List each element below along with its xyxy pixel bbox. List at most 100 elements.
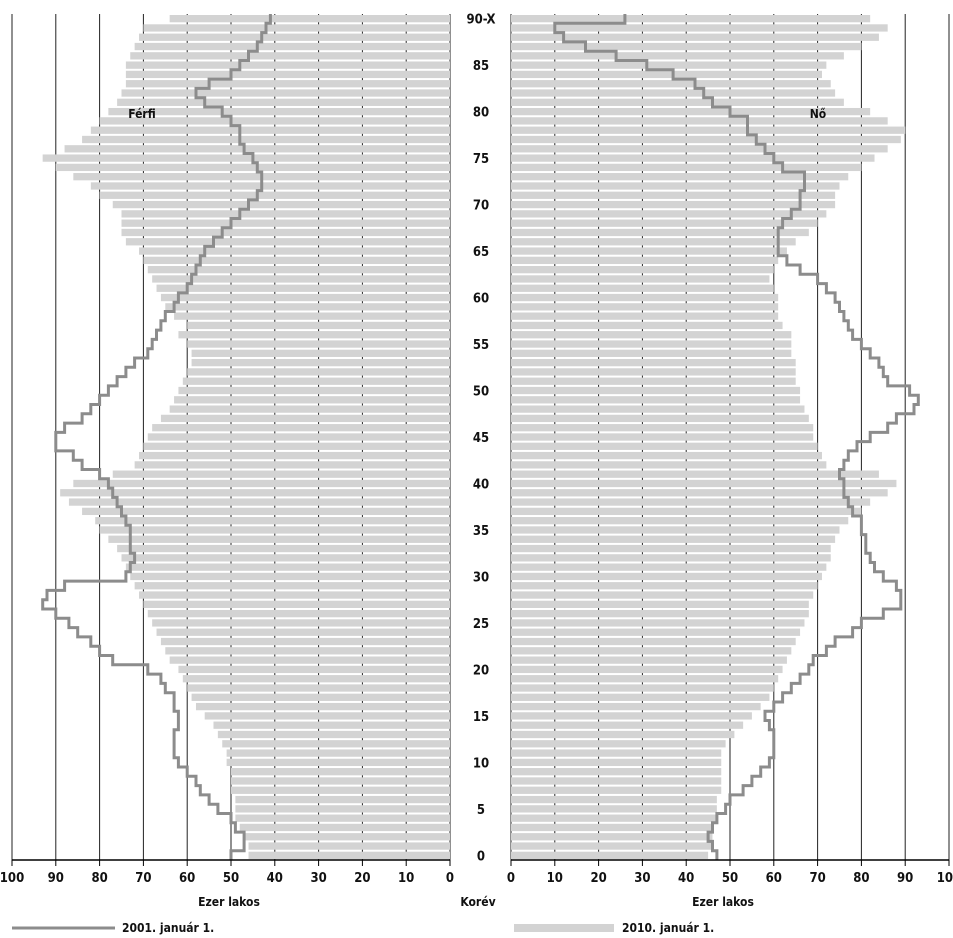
- female-x-tick-label: 50: [722, 871, 738, 886]
- female-x-tick-label: 40: [678, 871, 694, 886]
- age-tick-label: 55: [473, 338, 489, 353]
- male-bar-2010: [117, 98, 451, 106]
- female-bar-2010: [511, 656, 787, 664]
- male-bar-2010: [90, 126, 450, 134]
- male-bar-2010: [160, 637, 451, 646]
- male-bar-2010: [55, 163, 451, 172]
- male-bar-2010: [68, 498, 450, 506]
- legend-label-2001: 2001. január 1.: [122, 921, 214, 935]
- female-x-tick-label: 30: [634, 871, 650, 886]
- age-tick-labels: 0 5 10 15 20 25 30 35 40 45 50 55 60 65 70 75 80 85 90-X: [466, 13, 495, 865]
- male-x-tick-label: 40: [267, 871, 283, 886]
- female-bar-2010: [511, 609, 809, 618]
- female-bar-2010: [511, 386, 801, 395]
- female-bar-2010: [511, 814, 717, 822]
- male-bar-2010: [99, 526, 450, 534]
- male-bar-2010: [187, 368, 450, 376]
- female-bar-2010: [511, 451, 822, 460]
- male-bar-2010: [169, 656, 450, 664]
- female-bar-2010: [511, 777, 722, 785]
- female-bar-2010: [511, 358, 796, 367]
- female-bar-2010: [511, 768, 722, 776]
- male-bar-2010: [178, 331, 450, 339]
- female-x-tick-label: 90: [897, 871, 913, 886]
- female-bar-2010: [511, 805, 717, 813]
- male-bar-2010: [152, 619, 450, 627]
- female-bar-2010: [511, 517, 849, 525]
- female-bar-2010: [511, 275, 770, 283]
- female-bar-2010: [511, 470, 879, 478]
- female-bar-2010: [511, 795, 717, 804]
- bars-2010: [42, 15, 906, 859]
- age-tick-label: 80: [473, 106, 489, 121]
- male-bar-2010: [165, 303, 451, 311]
- male-bar-2010: [139, 247, 450, 255]
- male-bar-2010: [169, 15, 450, 23]
- female-bar-2010: [511, 758, 722, 767]
- male-bar-2010: [134, 461, 450, 469]
- female-bar-2010: [511, 712, 752, 720]
- age-axis-title: Korév: [460, 895, 495, 909]
- female-bar-2010: [511, 414, 809, 423]
- female-panel-label: Nő: [810, 107, 826, 121]
- female-bar-2010: [511, 591, 814, 599]
- female-bar-2010: [511, 42, 862, 51]
- male-bar-2010: [182, 377, 450, 385]
- female-bar-2010: [511, 507, 862, 516]
- male-bar-2010: [121, 210, 450, 218]
- male-bar-2010: [174, 312, 450, 320]
- male-bar-2010: [143, 600, 450, 608]
- male-bar-2010: [160, 293, 451, 302]
- female-bar-2010: [511, 303, 779, 311]
- female-bar-2010: [511, 842, 713, 850]
- female-bar-2010: [511, 721, 744, 729]
- male-bar-2010: [130, 52, 450, 60]
- age-tick-label: 35: [473, 524, 489, 539]
- male-bar-2010: [156, 284, 451, 292]
- male-x-tick-label: 60: [179, 871, 195, 886]
- female-bar-2010: [511, 154, 875, 162]
- female-bar-2010: [511, 331, 792, 339]
- male-bar-2010: [108, 535, 451, 543]
- female-bar-2010: [511, 15, 871, 23]
- female-x-tick-label: 20: [590, 871, 606, 886]
- male-bar-2010: [121, 228, 450, 237]
- male-x-tick-label: 50: [223, 871, 239, 886]
- male-bar-2010: [226, 749, 450, 757]
- female-bar-2010: [511, 219, 818, 227]
- female-bar-2010: [511, 321, 783, 330]
- female-bar-2010: [511, 424, 814, 432]
- female-bar-2010: [511, 247, 787, 255]
- male-x-tick-label: 10: [398, 871, 414, 886]
- female-bar-2010: [511, 24, 888, 32]
- male-bar-2010: [248, 851, 450, 859]
- male-bar-2010: [248, 842, 450, 850]
- male-bar-2010: [143, 442, 450, 450]
- age-tick-label: 75: [473, 152, 489, 167]
- age-tick-label: 20: [473, 663, 489, 678]
- male-bar-2010: [187, 340, 450, 348]
- female-bar-2010: [511, 684, 774, 692]
- male-bar-2010: [125, 61, 450, 69]
- male-bar-2010: [152, 424, 450, 432]
- female-bar-2010: [511, 200, 836, 209]
- male-bar-2010: [143, 24, 450, 32]
- female-bar-2010: [511, 544, 831, 553]
- male-bar-2010: [139, 33, 450, 41]
- female-bar-2010: [511, 702, 761, 711]
- male-bar-2010: [112, 470, 451, 478]
- male-bar-2010: [165, 647, 451, 655]
- male-bar-2010: [73, 479, 450, 488]
- female-bar-2010: [511, 368, 796, 376]
- male-bar-2010: [226, 758, 450, 767]
- male-bar-2010: [143, 256, 450, 265]
- male-bar-2010: [147, 266, 450, 274]
- male-x-tick-label: 90: [48, 871, 64, 886]
- female-bar-2010: [511, 572, 822, 581]
- female-bar-2010: [511, 228, 809, 237]
- female-bar-2010: [511, 749, 722, 757]
- female-bar-2010: [511, 256, 779, 265]
- female-bar-2010: [511, 135, 901, 144]
- female-x-tick-label: 10: [547, 871, 563, 886]
- female-x-tick-label: 60: [766, 871, 782, 886]
